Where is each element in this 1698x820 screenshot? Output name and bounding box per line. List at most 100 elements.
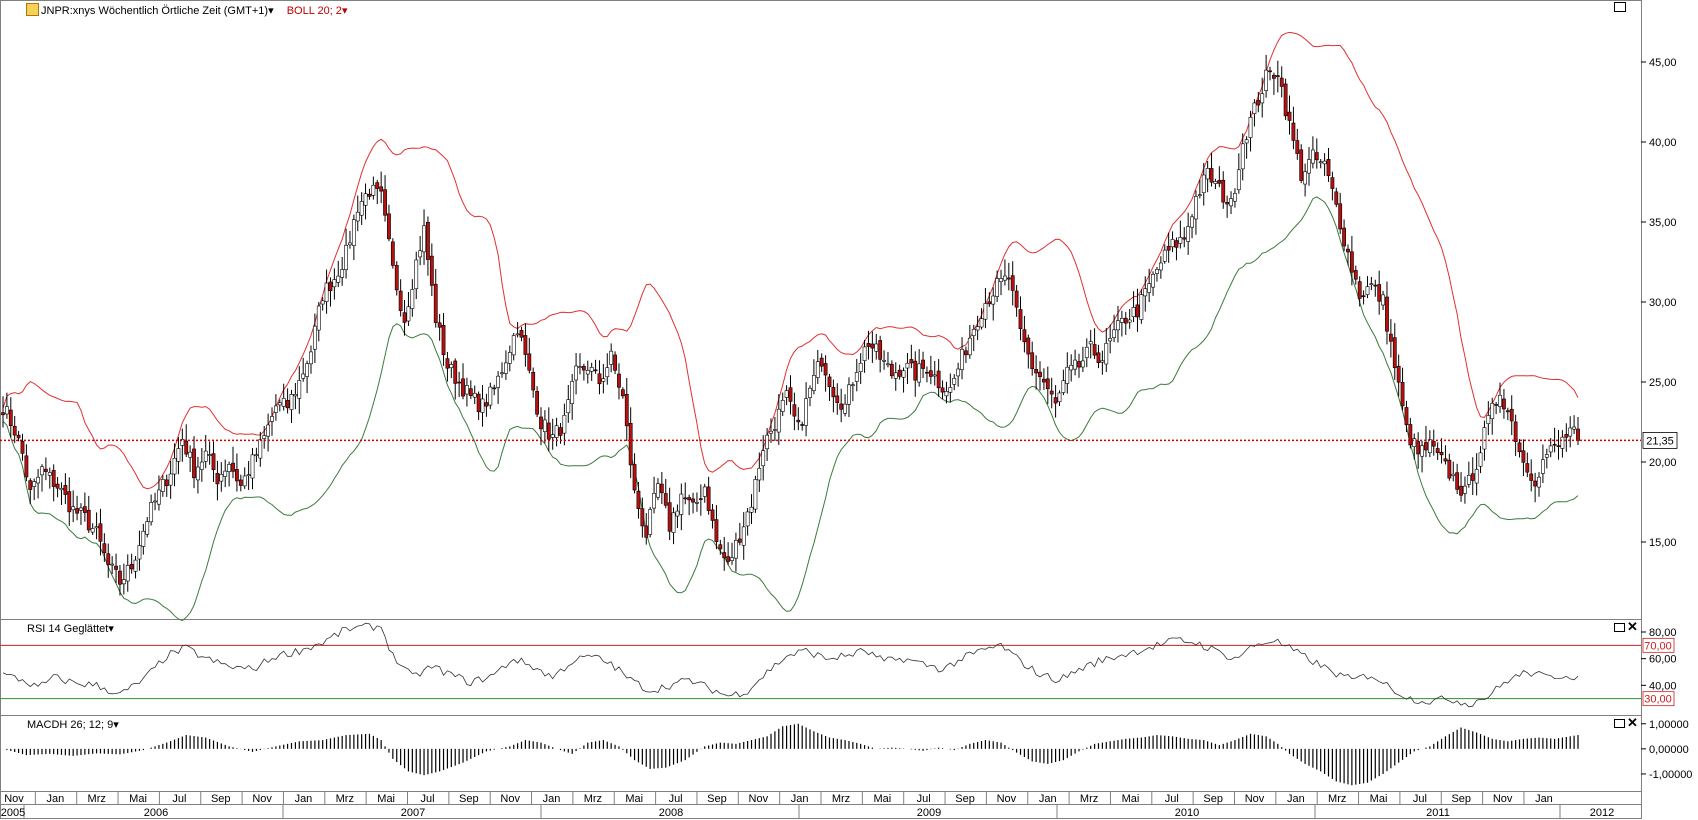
- rsi-line: [2, 622, 1579, 708]
- candle-body: [242, 475, 247, 487]
- chevron-down-icon[interactable]: ▾: [108, 623, 114, 635]
- candle: [410, 279, 415, 317]
- year-tick-label: 2005: [1, 807, 25, 819]
- candle-body: [858, 362, 863, 373]
- candle-body: [270, 416, 274, 422]
- candle-body: [605, 367, 610, 378]
- candle-body: [433, 283, 438, 323]
- candle: [231, 446, 235, 479]
- candle: [336, 260, 341, 288]
- candle-body: [157, 489, 161, 505]
- rsi-header[interactable]: RSI 14 Geglättet▾: [27, 622, 114, 635]
- maximize-icon[interactable]: [1614, 719, 1625, 728]
- candle: [106, 543, 111, 578]
- candle-body: [320, 300, 325, 305]
- candle-body: [453, 360, 458, 384]
- candle: [570, 373, 575, 420]
- chevron-down-icon[interactable]: ▾: [341, 5, 348, 17]
- candle: [562, 403, 567, 446]
- candle-body: [176, 448, 181, 462]
- candle: [168, 460, 173, 499]
- candle: [835, 383, 840, 415]
- chevron-down-icon[interactable]: ▾: [268, 5, 274, 17]
- candle-body: [1123, 317, 1128, 324]
- bollinger-label[interactable]: BOLL 20; 2: [286, 5, 342, 17]
- candle: [1412, 433, 1417, 460]
- maximize-icon[interactable]: [1614, 623, 1625, 632]
- candle-body: [125, 565, 130, 582]
- candle-body: [808, 387, 812, 398]
- chevron-down-icon[interactable]: ▾: [113, 719, 119, 731]
- symbol-header[interactable]: JNPR:xnys Wöchentlich Örtliche Zeit (GMT…: [26, 3, 347, 17]
- candle-body: [578, 366, 582, 368]
- candle-body: [285, 400, 290, 409]
- candle-body: [262, 435, 267, 439]
- candle: [1494, 401, 1499, 415]
- candle-body: [745, 511, 750, 527]
- candle-body: [32, 481, 37, 487]
- candle: [270, 407, 274, 436]
- candle-body: [913, 360, 918, 381]
- candle: [1264, 54, 1269, 98]
- candle-body: [1412, 438, 1417, 447]
- candle: [75, 495, 79, 521]
- candle-body: [1544, 454, 1549, 458]
- candle-body: [1166, 246, 1171, 251]
- candle-body: [1330, 177, 1335, 189]
- month-tick-label: Jan: [1039, 793, 1057, 805]
- candle-body: [55, 483, 60, 489]
- candle-body: [792, 404, 797, 417]
- candle: [843, 394, 847, 417]
- close-icon[interactable]: ✕: [1627, 715, 1638, 730]
- candle-body: [979, 318, 984, 328]
- candle-body: [675, 510, 680, 517]
- candle: [28, 478, 33, 504]
- macd-header[interactable]: MACDH 26; 12; 9▾: [27, 718, 119, 731]
- candle: [1096, 344, 1101, 369]
- candle-body: [102, 543, 107, 554]
- month-tick-label: Mrz: [832, 793, 850, 805]
- candle-body: [1174, 240, 1179, 248]
- candle-body: [1209, 168, 1214, 183]
- candle-body: [238, 479, 243, 486]
- candle: [897, 364, 902, 380]
- candle-body: [192, 448, 196, 479]
- candle: [1045, 366, 1050, 405]
- candle: [59, 482, 64, 505]
- month-tick-label: Nov: [500, 793, 520, 805]
- candle-body: [726, 556, 731, 562]
- candle-body: [1155, 269, 1159, 274]
- candle: [145, 516, 150, 538]
- maximize-icon[interactable]: [1614, 2, 1626, 12]
- candle-body: [1299, 149, 1304, 181]
- candle: [137, 530, 142, 571]
- candle-body: [663, 493, 668, 506]
- price-tick-label: 15,00: [1649, 537, 1677, 549]
- candle-body: [289, 394, 294, 410]
- candle-body: [1353, 270, 1358, 280]
- candle-body: [1408, 424, 1413, 446]
- candle-body: [523, 335, 528, 355]
- candle: [882, 350, 886, 370]
- candle: [1236, 153, 1241, 194]
- candle-body: [1474, 469, 1479, 484]
- candle-body: [1194, 196, 1198, 220]
- candle: [527, 337, 532, 374]
- candle-body: [1447, 459, 1452, 479]
- candle-body: [465, 385, 469, 395]
- candle: [624, 377, 629, 442]
- candle-body: [1322, 160, 1327, 165]
- candle-body: [636, 490, 641, 509]
- candle-body: [1357, 281, 1362, 299]
- candle: [722, 536, 727, 571]
- candle: [496, 371, 501, 404]
- macd-tick-label: -1,00000: [1649, 769, 1692, 781]
- candle: [706, 476, 711, 515]
- candle: [1338, 192, 1343, 234]
- candle: [804, 382, 808, 437]
- candle: [164, 474, 169, 497]
- close-icon[interactable]: ✕: [1627, 619, 1638, 634]
- candle: [815, 350, 820, 384]
- candle-body: [1424, 442, 1428, 451]
- candle-body: [925, 371, 929, 374]
